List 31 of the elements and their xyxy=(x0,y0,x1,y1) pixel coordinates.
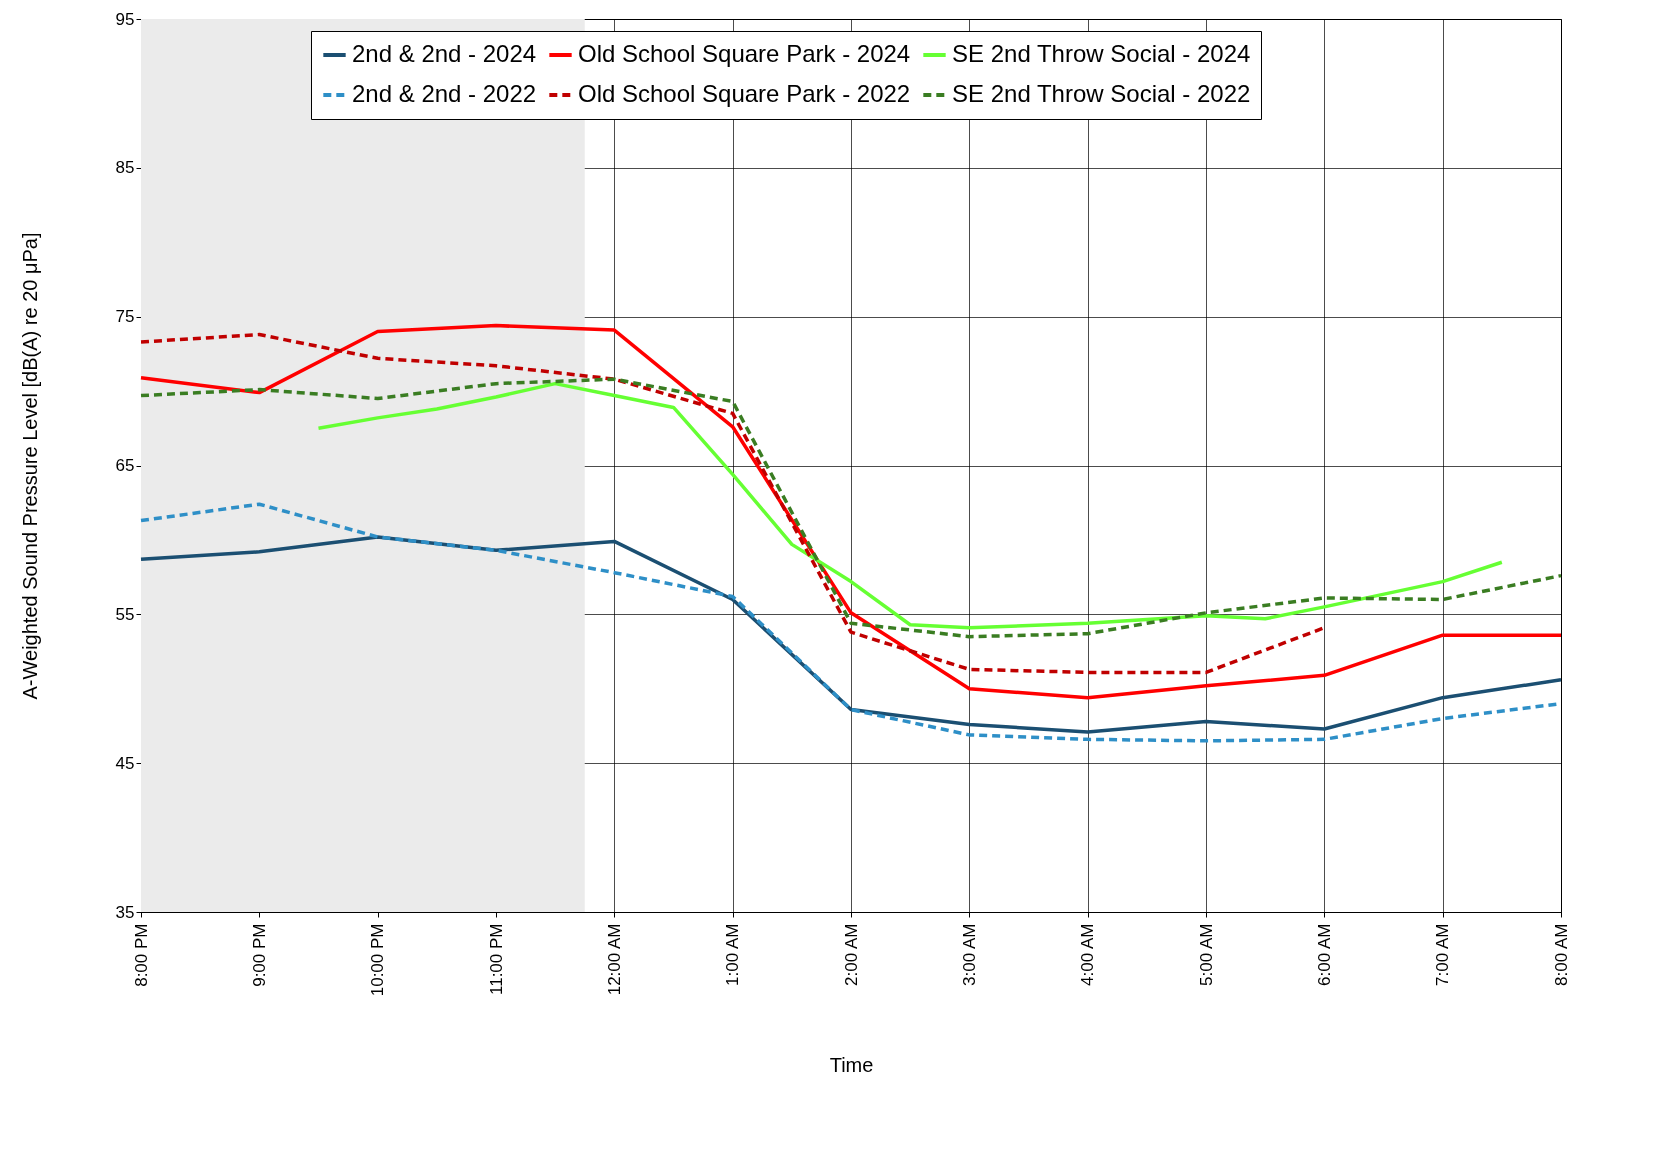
x-axis-title: Time xyxy=(829,1054,874,1077)
x-tick-label: 1:00 AM xyxy=(723,923,743,986)
x-tick-label: 4:00 AM xyxy=(1078,923,1098,986)
x-tick-label: 3:00 AM xyxy=(959,923,979,986)
legend-label: 2nd & 2nd - 2022 xyxy=(352,80,537,107)
y-axis-title: A-Weighted Sound Pressure Level [dB(A) re 20 μPa] xyxy=(18,232,41,700)
line-series xyxy=(316,381,1504,630)
x-tick-label: 8:00 PM xyxy=(131,923,151,987)
y-tick-label: 85 xyxy=(115,158,135,178)
y-tick-label: 45 xyxy=(115,753,135,773)
y-tick-label: 95 xyxy=(115,9,135,29)
legend-label: SE 2nd Throw Social - 2024 xyxy=(952,40,1251,67)
legend-label: SE 2nd Throw Social - 2022 xyxy=(952,80,1251,107)
x-tick-label: 11:00 PM xyxy=(486,923,506,996)
y-tick-label: 35 xyxy=(115,902,135,922)
y-tick-label: 75 xyxy=(115,307,135,327)
legend-label: Old School Square Park - 2024 xyxy=(578,40,911,67)
legend-label: 2nd & 2nd - 2024 xyxy=(352,40,537,67)
x-tick-label: 9:00 PM xyxy=(249,923,269,987)
x-tick-label: 5:00 AM xyxy=(1196,923,1216,986)
x-tick-label: 12:00 AM xyxy=(604,923,624,996)
x-tick-label: 6:00 AM xyxy=(1314,923,1334,986)
line-series xyxy=(139,323,1563,700)
x-tick-label: 7:00 AM xyxy=(1433,923,1453,986)
x-tick-label: 8:00 AM xyxy=(1551,923,1571,986)
line-series xyxy=(139,377,1563,639)
y-tick-label: 65 xyxy=(115,456,135,475)
y-tick-label: 55 xyxy=(115,604,135,624)
x-tick-label: 10:00 PM xyxy=(368,923,388,997)
x-tick-label: 2:00 AM xyxy=(841,923,861,986)
legend-label: Old School Square Park - 2022 xyxy=(578,80,911,107)
